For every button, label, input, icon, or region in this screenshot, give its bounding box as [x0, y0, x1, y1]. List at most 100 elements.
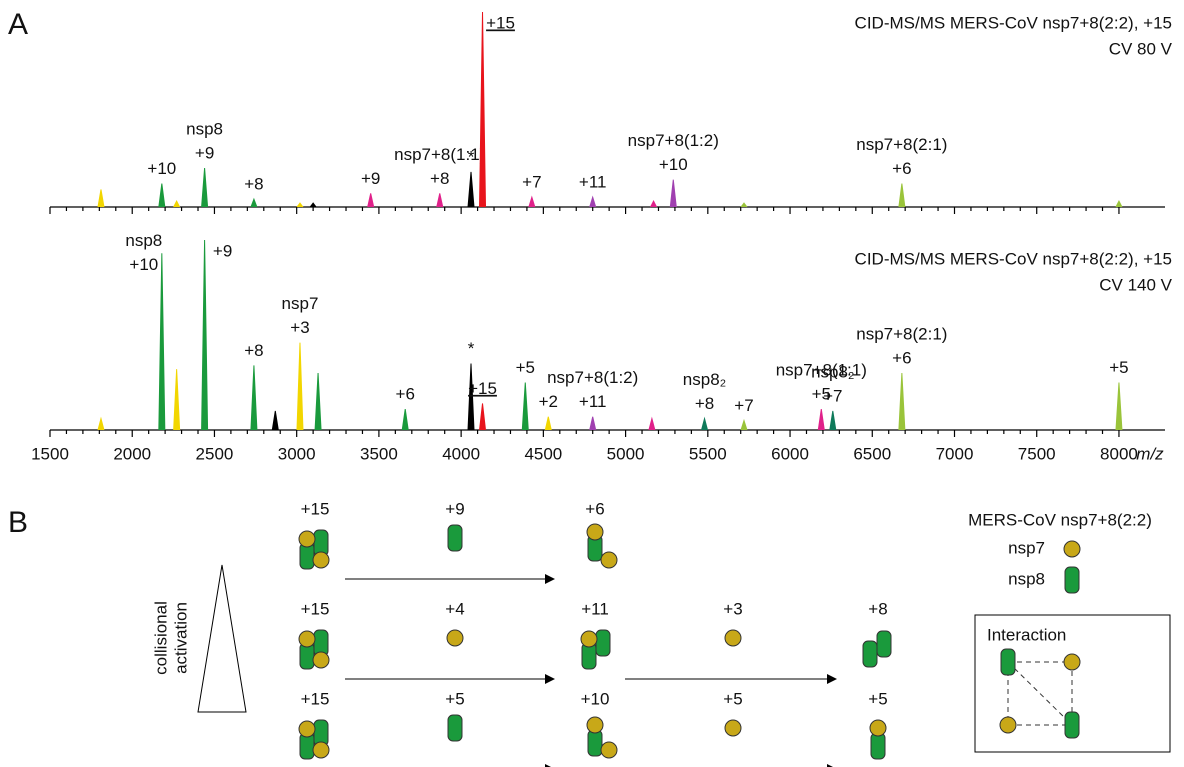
peak	[1115, 382, 1123, 431]
peak	[589, 416, 597, 431]
peak-label: +2	[539, 392, 558, 411]
x-tick-label: 6000	[771, 444, 809, 463]
peak	[467, 363, 475, 431]
species-label: nsp8	[186, 119, 223, 138]
nsp8-icon	[447, 714, 463, 742]
peak	[898, 372, 906, 431]
peak	[1115, 200, 1123, 208]
x-tick-label: 3500	[360, 444, 398, 463]
nsp7-icon	[580, 630, 598, 648]
peak	[173, 200, 181, 208]
nsp7-icon	[724, 629, 742, 647]
peak	[740, 202, 748, 208]
peak-label: +9	[195, 143, 214, 162]
charge-label: +8	[868, 599, 887, 618]
peak-label: +8	[695, 394, 714, 413]
peak-label: +3	[290, 318, 309, 337]
x-axis-label: m/z	[1136, 444, 1164, 463]
x-tick-label: 2500	[196, 444, 234, 463]
nsp8-icon	[587, 729, 603, 757]
charge-label: +11	[581, 599, 609, 618]
arrow-head	[827, 764, 833, 767]
peak-label: +10	[659, 155, 688, 174]
chart-title: CID-MS/MS MERS-CoV nsp7+8(2:2), +15	[855, 249, 1172, 268]
species-label: nsp7+8(1:1)	[776, 361, 867, 380]
peak-label: +6	[396, 385, 415, 404]
species-label: nsp7+8(1:2)	[547, 368, 638, 387]
peak-label: +7	[823, 386, 842, 405]
nsp8-icon	[1064, 711, 1080, 739]
species-label: nsp7+8(2:1)	[856, 324, 947, 343]
peak-label: *	[468, 147, 475, 166]
peak-label: +15	[468, 379, 497, 398]
activation-triangle	[197, 564, 247, 713]
peak-label: +9	[361, 169, 380, 188]
nsp8-icon	[870, 732, 886, 760]
nsp7-icon	[312, 551, 330, 569]
nsp7-icon	[312, 741, 330, 759]
peak	[817, 409, 825, 431]
chart-title: CID-MS/MS MERS-CoV nsp7+8(2:2), +15	[855, 13, 1172, 32]
peak	[367, 193, 375, 208]
species-label: nsp7+8(2:1)	[856, 135, 947, 154]
charge-label: +9	[445, 499, 464, 518]
peak	[158, 183, 166, 208]
peak-label: +9	[213, 241, 232, 260]
species-label: nsp8₂	[683, 370, 726, 389]
x-tick-label: 1500	[31, 444, 69, 463]
box-title: Interaction	[987, 625, 1066, 644]
charge-label: +4	[445, 599, 464, 618]
charge-label: +3	[723, 599, 742, 618]
nsp7-icon	[586, 716, 604, 734]
axis-label: collisional	[151, 601, 170, 675]
x-tick-label: 8000	[1100, 444, 1138, 463]
peak	[479, 11, 487, 208]
peak	[544, 416, 552, 431]
arrow-head	[545, 574, 555, 584]
peak	[173, 369, 181, 431]
species-label: nsp7+8(1:2)	[628, 131, 719, 150]
peak-label: +8	[244, 175, 263, 194]
peak-label: +5	[812, 385, 831, 404]
peak	[521, 382, 529, 431]
peak	[401, 409, 409, 431]
peak-label: +10	[129, 255, 158, 274]
nsp8-icon	[447, 524, 463, 552]
peak-label: +5	[1109, 358, 1128, 377]
arrow-head	[827, 674, 837, 684]
peak	[467, 171, 475, 208]
nsp7-icon	[586, 523, 604, 541]
peak	[250, 197, 258, 208]
peak	[250, 365, 258, 431]
peak	[271, 410, 279, 431]
peak-label: +6	[892, 159, 911, 178]
nsp7-icon	[298, 530, 316, 548]
x-tick-label: 4000	[442, 444, 480, 463]
nsp8-icon	[876, 630, 892, 658]
nsp7-icon	[724, 719, 742, 737]
peak	[296, 342, 304, 431]
peak-label: *	[468, 339, 475, 358]
charge-label: +15	[301, 599, 330, 618]
arrow-head	[545, 674, 555, 684]
x-tick-label: 2000	[113, 444, 151, 463]
x-tick-label: 6500	[853, 444, 891, 463]
species-label: nsp7+8(1:1)	[394, 145, 485, 164]
nsp8-icon	[1064, 566, 1080, 594]
peak-label: +7	[734, 396, 753, 415]
charge-label: +5	[868, 689, 887, 708]
nsp7-icon	[312, 651, 330, 669]
charge-label: +10	[581, 689, 610, 708]
peak-label: +5	[516, 358, 535, 377]
interaction-lines	[1007, 661, 1073, 726]
peak	[898, 183, 906, 208]
peak	[701, 416, 709, 431]
peak	[589, 195, 597, 208]
panel-label: A	[8, 8, 28, 41]
panel-label: B	[8, 506, 28, 539]
legend-title: MERS-CoV nsp7+8(2:2)	[968, 510, 1152, 529]
nsp7-icon	[298, 630, 316, 648]
peak	[650, 200, 657, 208]
nsp8-icon	[1000, 648, 1016, 676]
nsp7-icon	[600, 551, 618, 569]
